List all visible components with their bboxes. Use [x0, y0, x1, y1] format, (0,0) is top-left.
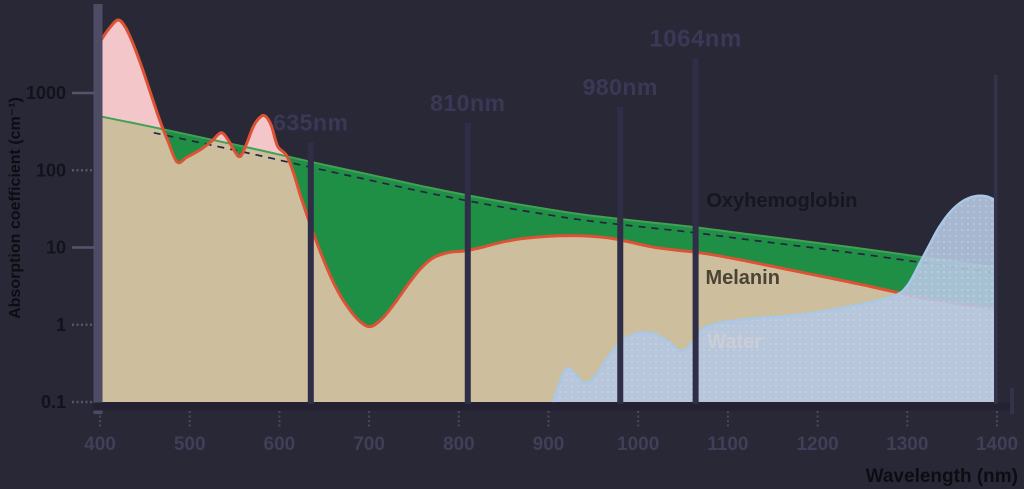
- y-tick-label: 100: [36, 160, 66, 180]
- y-tick-label: 1: [56, 315, 66, 335]
- x-tick-label: 500: [174, 434, 206, 455]
- laser-label-1064nm: 1064nm: [649, 25, 741, 52]
- x-tick-label: 1200: [796, 434, 838, 455]
- x-axis-ticks: 400 500 600 700 800 900 1000 1100 1200 1300 1400: [84, 411, 1018, 455]
- x-tick-label: 1000: [617, 434, 659, 455]
- laser-line-1064nm: [692, 58, 699, 405]
- oxyhemoglobin-curve: [98, 18, 998, 329]
- y-axis-ticks: 1000 100 10 1 0.1: [26, 83, 95, 412]
- laser-label-635nm: 635nm: [273, 109, 348, 135]
- water-area-texture: [553, 195, 996, 402]
- series-label-water: Water: [707, 331, 762, 353]
- y-tick-label: 1000: [26, 83, 66, 103]
- plot-right-border: [994, 75, 998, 404]
- x-tick-label: 800: [443, 434, 475, 455]
- series-label-oxyhemoglobin: Oxyhemoglobin: [706, 190, 857, 212]
- laser-line-810nm: [464, 122, 471, 404]
- y-tick-label: 10: [46, 238, 66, 258]
- y-axis-line: [93, 4, 103, 414]
- melanin-area: [100, 116, 997, 402]
- melanin-curve: [99, 115, 998, 269]
- x-tick-label: 1400: [976, 434, 1018, 455]
- laser-label-980nm: 980nm: [583, 74, 658, 100]
- laser-wavelength-lines: [307, 58, 699, 405]
- laser-line-980nm: [617, 106, 624, 404]
- series-label-melanin: Melanin: [705, 267, 779, 289]
- y-axis-title: Absorption coefficient (cm⁻¹): [7, 97, 24, 319]
- x-tick-label: 400: [84, 434, 116, 455]
- x-tick-label: 600: [264, 434, 296, 455]
- laser-line-635nm: [307, 142, 314, 404]
- x-axis-title: Wavelength (nm): [866, 466, 1018, 487]
- x-axis-end-mark: [1010, 388, 1014, 414]
- x-tick-label: 1100: [707, 434, 748, 455]
- x-tick-label: 700: [353, 434, 385, 455]
- water-curve: [551, 194, 996, 403]
- laser-label-810nm: 810nm: [430, 90, 505, 116]
- x-tick-label: 1300: [886, 434, 928, 455]
- y-tick-label: 0.1: [41, 392, 66, 412]
- axes: 1000 100 10 1 0.1 400 500 600 700 800 900 1000 1100…: [26, 4, 1018, 455]
- x-tick-label: 900: [533, 434, 565, 455]
- x-axis-line: [93, 402, 1014, 411]
- melanin-dashed-shadow-line: [153, 131, 998, 274]
